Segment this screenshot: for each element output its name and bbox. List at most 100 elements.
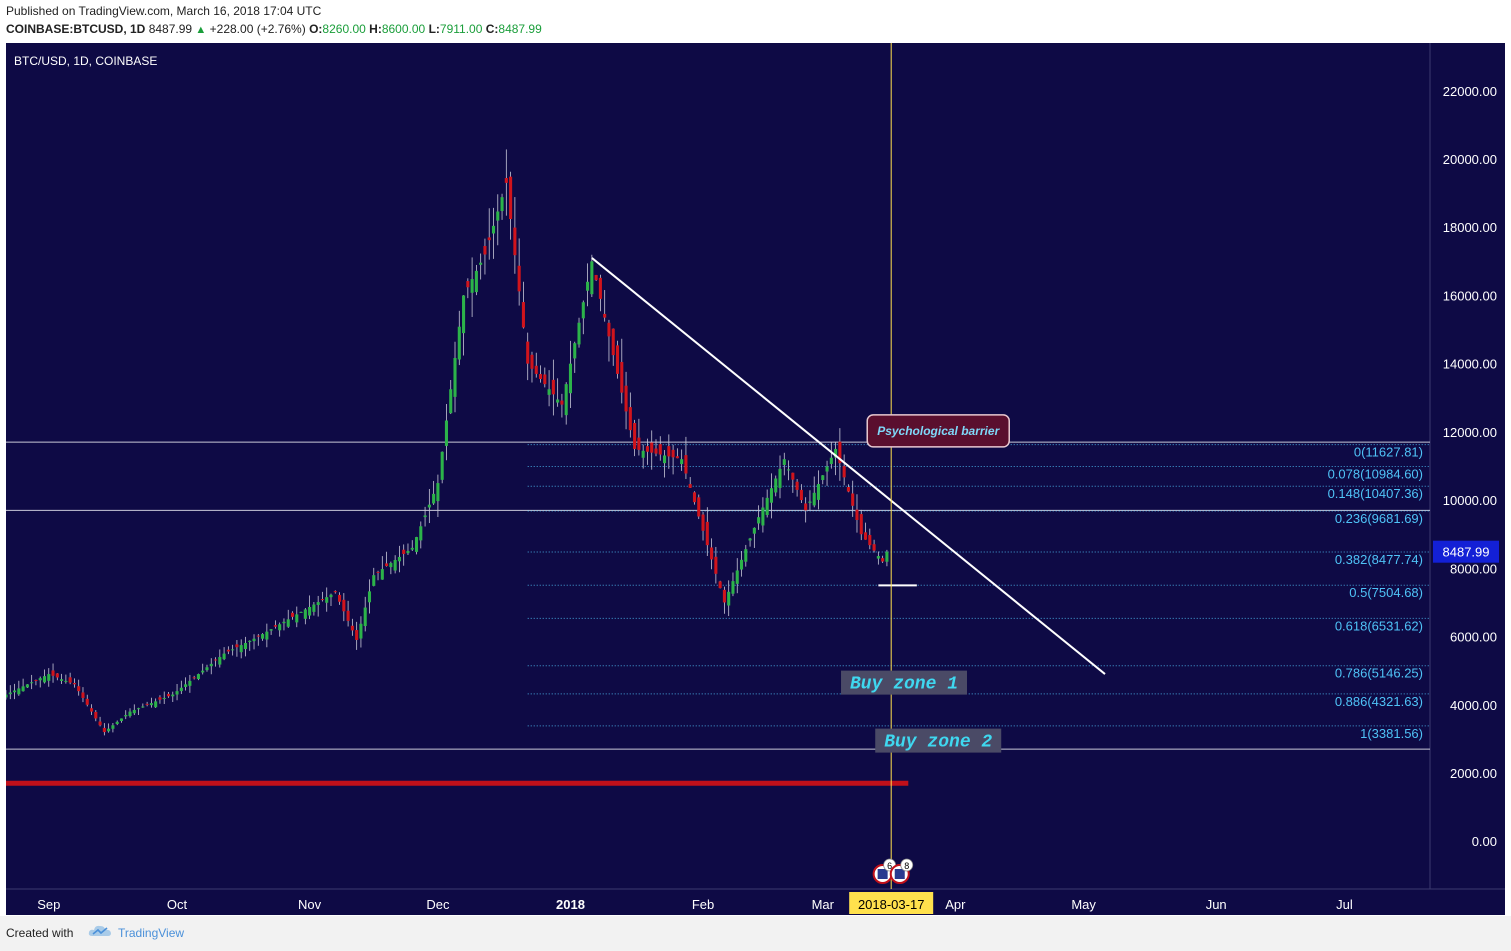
candle-up — [30, 682, 34, 684]
callout-text: Psychological barrier — [877, 424, 1000, 438]
created-with-text: Created with — [6, 926, 74, 940]
candle-up — [496, 211, 500, 221]
y-tick-label: 4000.00 — [1450, 698, 1497, 713]
candle-down — [68, 677, 72, 683]
candle-up — [171, 694, 175, 697]
price-chart[interactable]: BTC/USD, 1D, COINBASE 0.00 2000.00 4000.00 6… — [6, 43, 1505, 915]
candle-up — [60, 679, 64, 681]
y-tick-label: 2000.00 — [1450, 766, 1497, 781]
zone-label: Buy zone 2 — [884, 733, 992, 753]
candle-down — [868, 535, 872, 546]
candle-up — [128, 711, 132, 717]
candle-down — [846, 487, 850, 492]
candle-down — [863, 532, 868, 540]
candle-down — [192, 677, 196, 679]
candle-down — [714, 556, 718, 574]
y-tick-label: 18000.00 — [1443, 220, 1497, 235]
chart-header: Published on TradingView.com, March 16, … — [0, 0, 1511, 42]
last-price: 8487.99 — [148, 22, 193, 36]
fib-level-label: 0.236(9681.69) — [1335, 511, 1423, 526]
candle-up — [64, 680, 68, 682]
x-tick-label: Dec — [426, 897, 450, 912]
candle-up — [132, 709, 136, 714]
fib-level-label: 0.148(10407.36) — [1328, 486, 1423, 501]
y-tick-label: 22000.00 — [1443, 84, 1497, 99]
candle-up — [453, 357, 457, 397]
candle-up — [8, 692, 12, 695]
candle-up — [380, 569, 384, 580]
candle-up — [162, 697, 166, 699]
candle-up — [876, 556, 880, 559]
candle-up — [269, 629, 273, 631]
candle-down — [872, 544, 876, 551]
candle-up — [752, 527, 756, 534]
y-tick-label: 14000.00 — [1443, 357, 1497, 372]
candle-down — [688, 484, 692, 488]
candle-down — [350, 625, 354, 631]
candle-down — [273, 625, 277, 627]
candle-up — [372, 575, 376, 586]
candle-down — [722, 589, 726, 603]
trend-line — [591, 257, 1106, 675]
candle-up — [581, 302, 585, 319]
candle-up — [13, 690, 17, 693]
candle-up — [739, 559, 744, 570]
x-tick-label: Oct — [167, 897, 188, 912]
candle-up — [239, 645, 243, 653]
candle-up — [111, 725, 115, 729]
candle-up — [782, 459, 786, 465]
candle-down — [543, 374, 547, 385]
callout-box — [866, 414, 1010, 448]
tradingview-link[interactable]: TradingView — [118, 926, 185, 940]
candle-down — [611, 328, 615, 356]
candle-up — [816, 484, 821, 500]
candle-down — [718, 581, 722, 589]
candle-up — [231, 649, 235, 651]
candle-down — [654, 448, 658, 454]
candle-down — [705, 521, 709, 546]
candle-down — [804, 503, 808, 511]
candle-up — [218, 657, 222, 665]
candle-up — [419, 526, 423, 541]
candle-down — [158, 697, 162, 700]
open-label: O: — [309, 22, 323, 36]
zone-box — [875, 728, 1002, 753]
candle-down — [628, 407, 632, 431]
candle-up — [6, 694, 8, 698]
candle-down — [598, 277, 602, 299]
chart-panel[interactable]: BTC/USD, 1D, COINBASE 0.00 2000.00 4000.00 6… — [6, 43, 1505, 915]
candle-up — [812, 492, 816, 506]
candle-up — [154, 701, 158, 708]
candle-up — [308, 607, 312, 616]
candle-up — [590, 261, 594, 295]
candle-up — [410, 547, 414, 550]
candle-up — [556, 399, 560, 403]
up-triangle-icon: ▲ — [195, 24, 207, 36]
candle-up — [222, 653, 226, 660]
x-tick-label: Jun — [1206, 897, 1227, 912]
last-price-label: 8487.99 — [1443, 545, 1490, 560]
candle-up — [444, 420, 448, 446]
candle-down — [795, 481, 799, 490]
event-count-label: 6 — [887, 861, 892, 871]
candle-up — [389, 563, 393, 568]
close-value: 8487.99 — [498, 22, 542, 36]
x-tick-label: 2018 — [556, 897, 585, 912]
candle-up — [500, 197, 504, 212]
tradingview-cloud-icon — [88, 925, 111, 936]
candle-down — [320, 599, 324, 601]
fib-level-label: 0.786(5146.25) — [1335, 666, 1423, 681]
last-price-tag — [1433, 540, 1499, 563]
candle-up — [449, 389, 453, 414]
candle-up — [393, 560, 397, 571]
candle-down — [692, 492, 697, 503]
candle-up — [462, 295, 466, 334]
candle-up — [303, 609, 307, 619]
published-text: Published on TradingView.com, March 16, … — [6, 4, 322, 18]
y-tick-label: 8000.00 — [1450, 561, 1497, 576]
candle-down — [521, 302, 525, 328]
candle-down — [513, 227, 517, 256]
candle-up — [141, 706, 145, 708]
candle-up — [286, 619, 290, 627]
plot-background — [6, 43, 1505, 915]
